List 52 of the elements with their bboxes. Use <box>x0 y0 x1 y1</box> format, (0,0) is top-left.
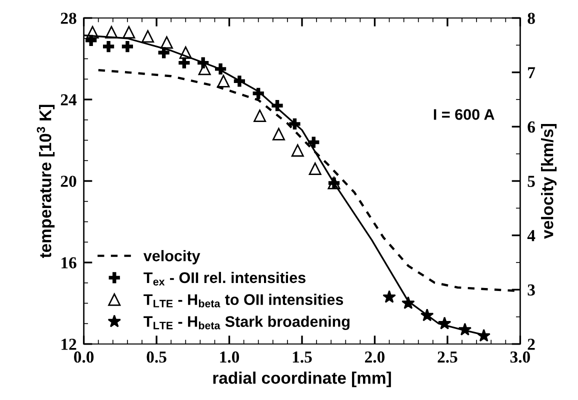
y2-tick-label: 4 <box>527 230 536 242</box>
y-tick-label: 28 <box>60 12 76 24</box>
y-tick-label: 12 <box>62 338 76 350</box>
legend-label: T$_{LTE}$ - H$_{beta}$ to OII intensities <box>144 294 344 308</box>
point <box>438 316 452 330</box>
point <box>382 290 396 303</box>
point <box>308 162 322 176</box>
y2-tick-label: 5 <box>528 176 535 187</box>
y-tick-label: 16 <box>62 257 76 268</box>
x-tick-label: 0.5 <box>146 351 166 363</box>
point <box>217 74 230 88</box>
x-axis-title: radial coordinate [mm] <box>213 372 391 388</box>
point <box>86 26 99 39</box>
point <box>160 36 173 49</box>
y2-tick-label: 2 <box>528 338 535 350</box>
y-axis-title: temperature [10$^{3}$ K] <box>36 104 55 258</box>
point <box>291 144 304 157</box>
point <box>254 110 266 122</box>
x-tick-label: 0.0 <box>74 351 94 363</box>
point <box>420 308 434 322</box>
point <box>122 40 134 52</box>
x-tick-label: 2.0 <box>365 351 385 363</box>
point <box>105 26 118 39</box>
x-tick-label: 1.5 <box>292 352 312 363</box>
y2-tick-label: 3 <box>528 284 535 296</box>
y2-axis-title: velocity [km/s] <box>541 124 557 239</box>
point <box>214 63 226 74</box>
point <box>477 328 490 342</box>
legend-label: velocity <box>143 250 200 264</box>
legend-label: T$_{LTE}$ - H$_{beta}$ Stark broadening <box>144 316 350 330</box>
y2-tick-label: 6 <box>528 121 535 133</box>
point <box>122 26 136 39</box>
y-tick-label: 24 <box>60 94 77 106</box>
x-tick-label: 2.5 <box>438 351 458 363</box>
point <box>458 322 472 336</box>
x-tick-label: 3.0 <box>510 351 530 363</box>
x-tick-label: 1.0 <box>220 351 240 363</box>
point <box>402 296 415 309</box>
point <box>179 46 192 59</box>
y2-tick-label: 8 <box>528 12 535 24</box>
point <box>234 76 246 87</box>
point <box>308 136 320 148</box>
point <box>272 128 285 140</box>
legend-label: T$_{ex}$ - OII rel. intensities <box>144 272 306 286</box>
point <box>272 100 283 112</box>
y-tick-label: 20 <box>60 176 76 187</box>
point <box>142 30 154 43</box>
point <box>289 118 300 130</box>
y2-tick-label: 7 <box>528 67 536 78</box>
annotation: I = 600 A <box>434 109 494 120</box>
point <box>252 88 264 99</box>
point <box>102 40 114 52</box>
